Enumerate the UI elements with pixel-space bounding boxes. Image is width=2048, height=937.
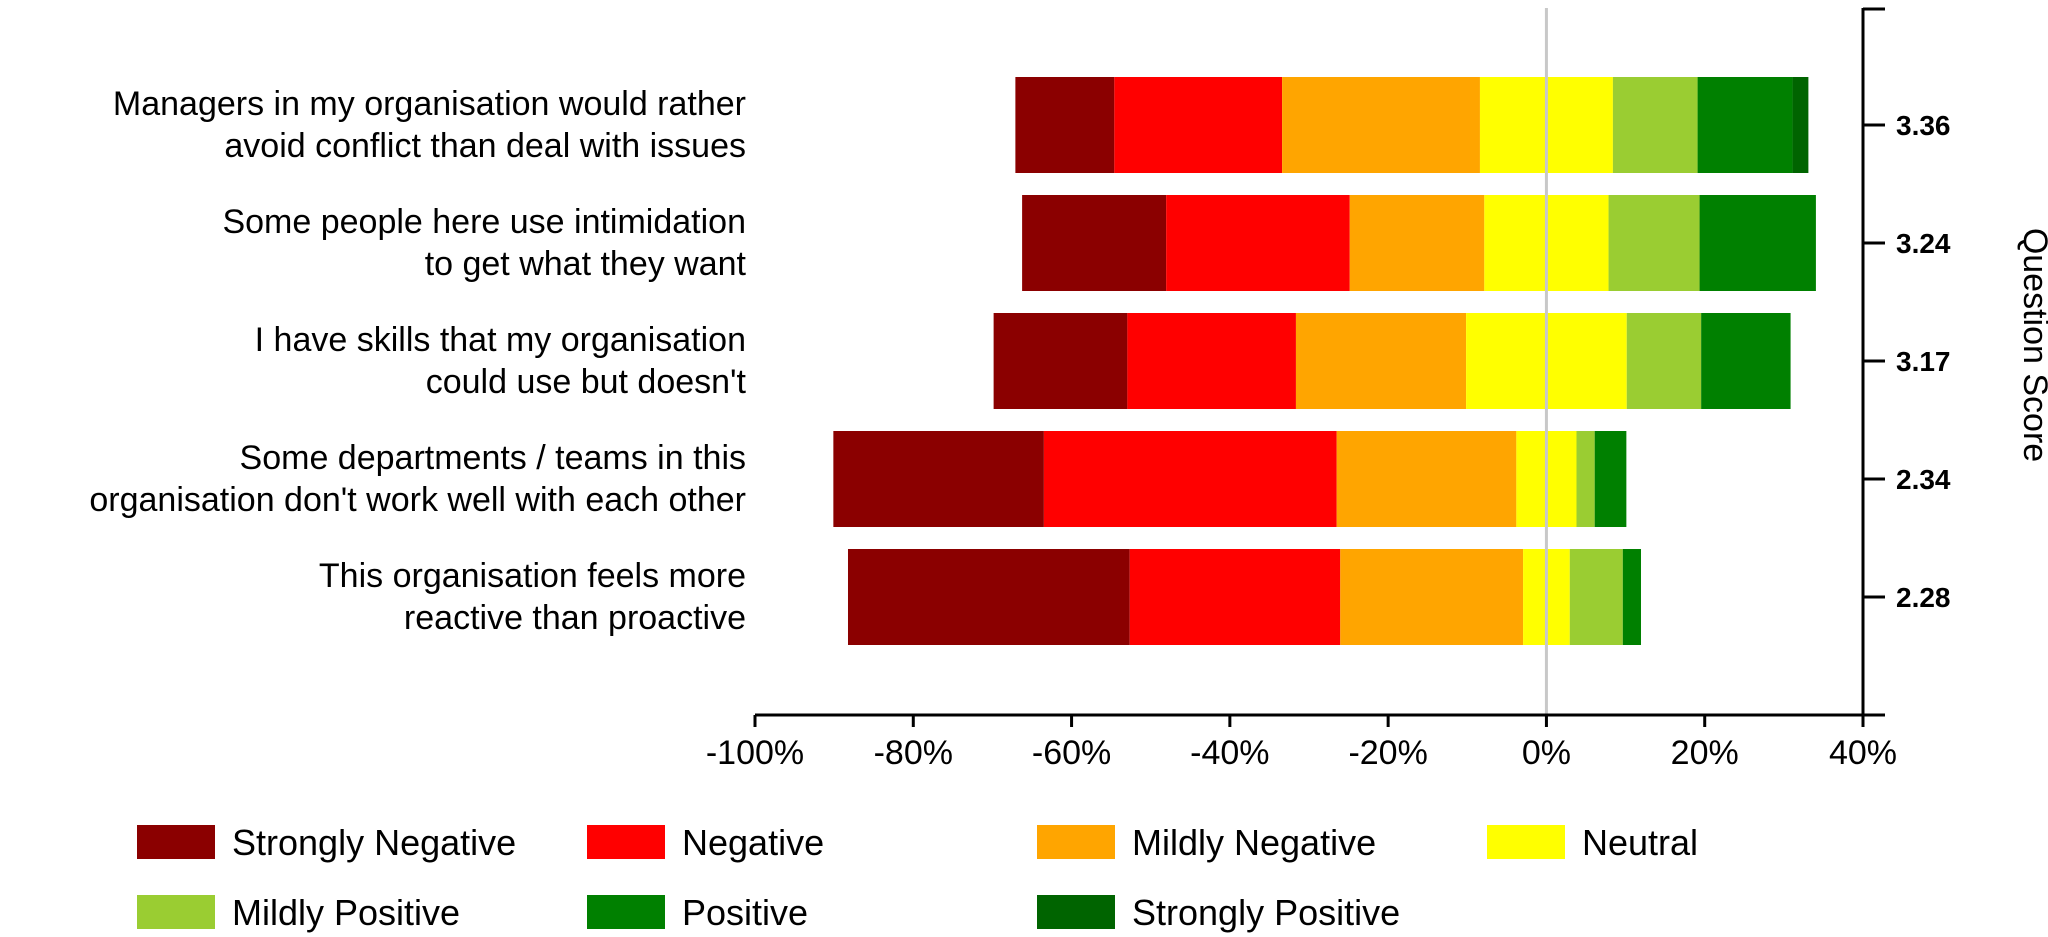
bar-segment bbox=[1043, 431, 1337, 527]
legend-item: Mildly Negative bbox=[1037, 822, 1376, 863]
bar-segment bbox=[1166, 195, 1350, 291]
question-scores: 3.36 3.24 3.17 2.34 2.28 bbox=[1863, 110, 1951, 613]
bar-segment bbox=[1129, 549, 1341, 645]
secondary-axis-title: Question Score bbox=[2016, 228, 2048, 462]
bar-segment bbox=[1792, 77, 1809, 173]
bar-segment bbox=[833, 431, 1044, 527]
bar-segment bbox=[1340, 549, 1524, 645]
legend-item: Neutral bbox=[1487, 822, 1698, 863]
legend-swatch bbox=[1037, 895, 1115, 929]
question-label: Some departments / teams in this organisa… bbox=[89, 439, 746, 519]
x-tick-label: 0% bbox=[1522, 734, 1571, 772]
bar-segment bbox=[847, 549, 1130, 645]
legend-label: Negative bbox=[682, 822, 824, 863]
bar-segment bbox=[1295, 313, 1467, 409]
bar-segment bbox=[1701, 313, 1791, 409]
question-score: 2.28 bbox=[1896, 582, 1951, 613]
legend-label: Strongly Positive bbox=[1132, 892, 1400, 933]
bar-segment bbox=[1699, 195, 1816, 291]
bar-segment bbox=[1626, 313, 1702, 409]
x-tick-label: -40% bbox=[1190, 734, 1269, 772]
question-label: I have skills that my organisation could … bbox=[255, 321, 747, 401]
question-score: 3.36 bbox=[1896, 110, 1951, 141]
bar-segment bbox=[1612, 77, 1698, 173]
bar-segment bbox=[1114, 77, 1283, 173]
question-score: 2.34 bbox=[1896, 464, 1951, 495]
legend-swatch bbox=[1487, 825, 1565, 859]
question-labels: Managers in my organisation would rather… bbox=[89, 85, 746, 637]
bar-segment bbox=[993, 313, 1128, 409]
legend-item: Strongly Negative bbox=[137, 822, 516, 863]
bar-segment bbox=[1022, 195, 1167, 291]
legend-label: Mildly Positive bbox=[232, 892, 460, 933]
x-tick-label: -80% bbox=[874, 734, 953, 772]
bars-group bbox=[833, 77, 1816, 645]
bar-segment bbox=[1127, 313, 1296, 409]
legend-label: Strongly Negative bbox=[232, 822, 516, 863]
bar-segment bbox=[1336, 431, 1517, 527]
legend-item: Positive bbox=[587, 892, 808, 933]
x-tick-label: -20% bbox=[1348, 734, 1427, 772]
bar-segment bbox=[1282, 77, 1480, 173]
legend-label: Positive bbox=[682, 892, 808, 933]
legend-swatch bbox=[1037, 825, 1115, 859]
question-label: Managers in my organisation would rather… bbox=[113, 85, 746, 165]
bar-segment bbox=[1569, 549, 1623, 645]
legend-swatch bbox=[587, 895, 665, 929]
legend-item: Negative bbox=[587, 822, 824, 863]
bar-segment bbox=[1594, 431, 1627, 527]
legend-label: Mildly Negative bbox=[1132, 822, 1376, 863]
bar-segment bbox=[1608, 195, 1700, 291]
question-label: This organisation feels more reactive tha… bbox=[319, 557, 746, 637]
x-tick-label: 40% bbox=[1829, 734, 1897, 772]
x-tick-label: -100% bbox=[706, 734, 804, 772]
legend-swatch bbox=[137, 825, 215, 859]
legend-swatch bbox=[137, 895, 215, 929]
legend-item: Mildly Positive bbox=[137, 892, 460, 933]
legend: Strongly Negative Negative Mildly Negative… bbox=[137, 822, 1698, 933]
legend-swatch bbox=[587, 825, 665, 859]
bar-segment bbox=[1697, 77, 1793, 173]
question-score: 3.24 bbox=[1896, 228, 1951, 259]
bar-segment bbox=[1349, 195, 1485, 291]
bar-segment bbox=[1622, 549, 1642, 645]
legend-label: Neutral bbox=[1582, 822, 1698, 863]
legend-item: Strongly Positive bbox=[1037, 892, 1400, 933]
bar-segment bbox=[1576, 431, 1595, 527]
question-score: 3.17 bbox=[1896, 346, 1951, 377]
x-tick-label: 20% bbox=[1671, 734, 1739, 772]
x-tick-label: -60% bbox=[1032, 734, 1111, 772]
bar-segment bbox=[1015, 77, 1115, 173]
question-label: Some people here use intimidation to get … bbox=[222, 203, 746, 283]
